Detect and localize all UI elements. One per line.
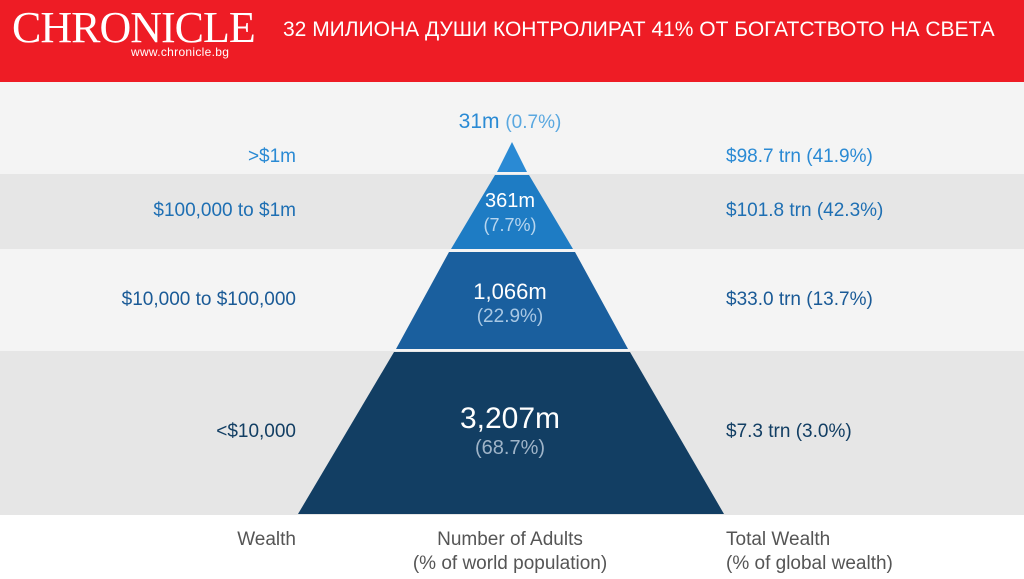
tier-1-adults-pct: (0.7%) bbox=[505, 112, 562, 133]
pyramid-tier-1 bbox=[497, 142, 527, 172]
headline: 32 МИЛИОНА ДУШИ КОНТРОЛИРАТ 41% ОТ БОГАТ… bbox=[283, 18, 995, 41]
footer-wealth-label: Wealth bbox=[237, 529, 296, 550]
pyramid-tier-2 bbox=[451, 175, 573, 249]
footer-area bbox=[0, 515, 1024, 579]
tier-1-total-wealth: $98.7 trn (41.9%) bbox=[726, 146, 873, 167]
pyramid-tier-3 bbox=[396, 252, 628, 349]
pyramid-tier-4 bbox=[298, 352, 724, 514]
tier-1-adults-count: 31m bbox=[458, 110, 500, 133]
tier-3-adults-count: 1,066m bbox=[473, 279, 547, 304]
tier-2-wealth-label: $100,000 to $1m bbox=[153, 200, 296, 221]
tier-1-wealth-label: >$1m bbox=[247, 146, 296, 167]
tier-3-adults-pct: (22.9%) bbox=[476, 306, 544, 327]
tier-2-adults-count: 361m bbox=[484, 190, 536, 212]
chronicle-logo[interactable]: CHRONICLE bbox=[12, 3, 256, 52]
tier-4-wealth-label: <$10,000 bbox=[216, 421, 296, 442]
header-bar: CHRONICLE www.chronicle.bg 32 МИЛИОНА ДУ… bbox=[0, 0, 1024, 82]
footer-adults-label: Number of Adults (% of world population) bbox=[390, 528, 630, 576]
footer-total-line1: Total Wealth bbox=[726, 529, 831, 550]
tier-2-total-wealth: $101.8 trn (42.3%) bbox=[726, 200, 884, 221]
tier-3-wealth-label: $10,000 to $100,000 bbox=[121, 289, 296, 310]
footer-total-line2: (% of global wealth) bbox=[726, 553, 893, 574]
footer-total-label: Total Wealth (% of global wealth) bbox=[726, 528, 893, 576]
footer-adults-line1: Number of Adults bbox=[437, 529, 583, 550]
tier-1-adults: 31m (0.7%) bbox=[410, 110, 610, 134]
tier-4-adults-count: 3,207m bbox=[459, 402, 561, 435]
site-url: www.chronicle.bg bbox=[131, 45, 230, 59]
tier-3-total-wealth: $33.0 trn (13.7%) bbox=[726, 289, 873, 310]
tier-2-adults-pct: (7.7%) bbox=[483, 215, 537, 235]
tier-4-adults-pct: (68.7%) bbox=[474, 437, 546, 459]
footer-adults-line2: (% of world population) bbox=[412, 553, 608, 574]
tier-4-total-wealth: $7.3 trn (3.0%) bbox=[726, 421, 852, 442]
